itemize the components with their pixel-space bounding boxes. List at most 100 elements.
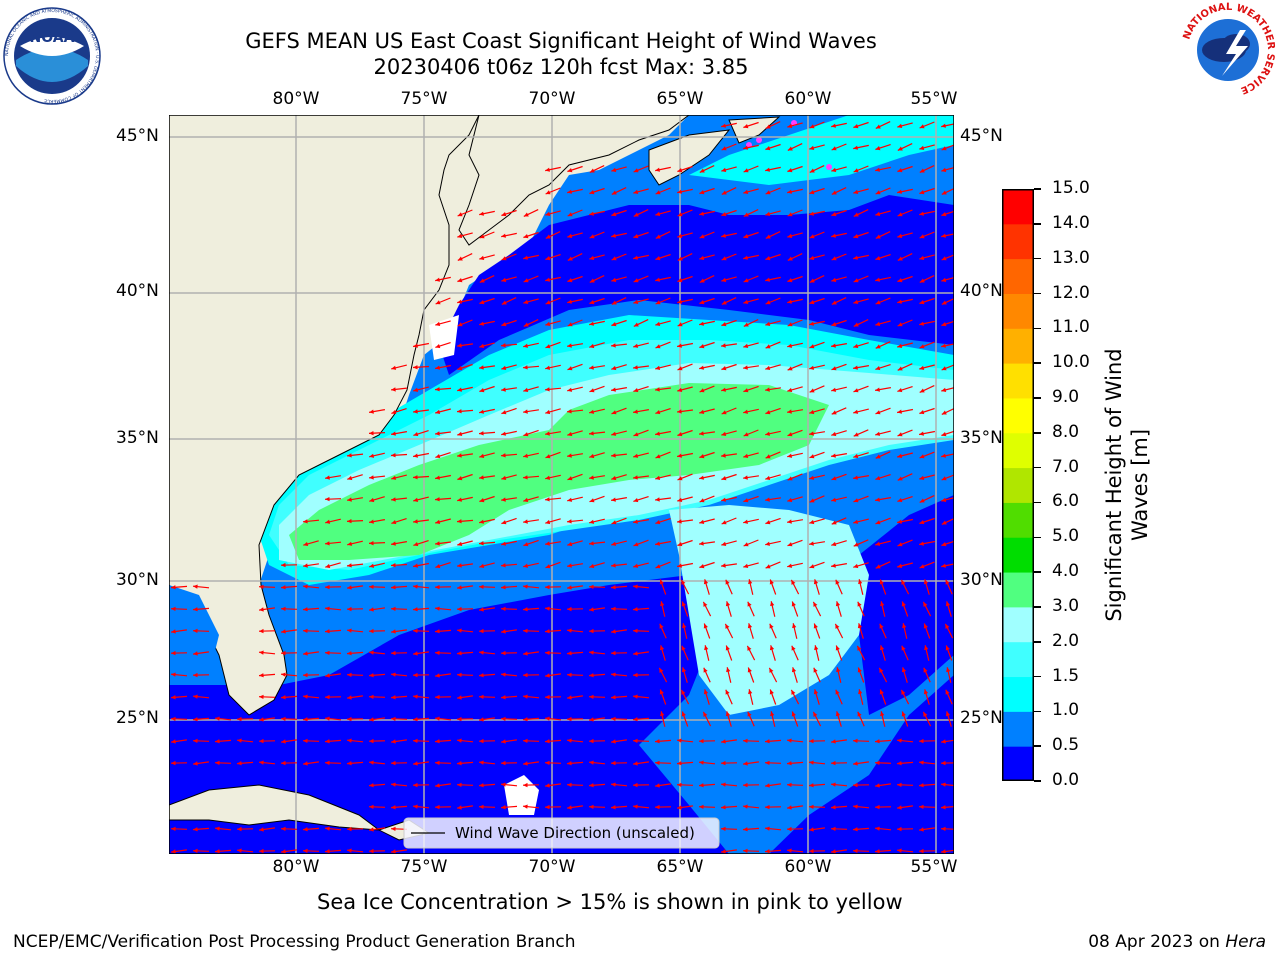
colorbar-tick-mark — [1034, 675, 1041, 678]
wave-arrow-head — [457, 782, 462, 787]
wave-arrow-head — [611, 716, 616, 721]
wave-arrow-head — [655, 454, 661, 459]
wave-arrow-head — [919, 431, 924, 436]
colorbar-tick-mark — [1034, 780, 1041, 782]
lat-label-left-40n: 40°N — [116, 281, 159, 301]
wave-arrow-head — [589, 453, 595, 459]
wave-arrow-head — [787, 343, 793, 348]
colorbar-tick-mark — [1034, 501, 1041, 504]
wave-arrow-head — [479, 804, 484, 809]
wave-arrow-head — [457, 651, 462, 656]
wave-arrow-head — [941, 760, 946, 766]
wave-arrow-head — [787, 123, 793, 128]
wave-arrow-head — [259, 848, 264, 854]
wave-arrow-head — [721, 233, 726, 238]
colorbar-segment — [1002, 293, 1034, 329]
wave-arrow-head — [545, 234, 551, 239]
wave-arrow-head — [413, 761, 418, 766]
wave-arrow-head — [325, 673, 330, 678]
wave-arrow-head — [589, 783, 594, 788]
wave-arrow-head — [523, 299, 529, 304]
wave-arrow-head — [479, 563, 485, 568]
wave-arrow-head — [677, 738, 682, 743]
wave-arrow-head — [721, 431, 727, 436]
wave-arrow-head — [857, 711, 862, 717]
wave-arrow-head — [501, 739, 506, 744]
wave-arrow-head — [347, 716, 352, 722]
wave-arrow-head — [523, 519, 528, 524]
wave-arrow-head — [941, 782, 946, 787]
colorbar-tick-mark — [1034, 571, 1041, 573]
wave-direction-arrows — [170, 121, 954, 854]
wave-arrow-head — [655, 365, 661, 370]
wave-arrow-head — [457, 761, 462, 766]
wave-arrow-head — [325, 563, 331, 569]
colorbar-tick-mark — [1034, 606, 1041, 608]
wave-arrow-head — [831, 541, 837, 547]
wave-arrow-head — [347, 761, 352, 766]
wave-arrow-head — [787, 453, 793, 458]
wave-arrow-head — [171, 695, 176, 700]
wave-arrow-head — [633, 212, 639, 217]
wave-arrow-head — [677, 366, 683, 371]
wave-arrow-head — [369, 431, 374, 436]
wave-arrow-head — [457, 409, 462, 414]
wave-arrow-head — [589, 234, 595, 239]
wave-arrow-head — [945, 689, 950, 695]
lat-label-right-25n: 25°N — [960, 708, 1003, 728]
lon-label-top-80w: 80°W — [272, 89, 320, 109]
wave-arrow-head — [545, 606, 550, 611]
colorbar-tick-label: 9.0 — [1052, 386, 1080, 407]
wave-arrow-head — [193, 584, 198, 589]
wave-arrow-head — [655, 277, 660, 282]
colorbar-tick-mark — [1034, 188, 1041, 190]
wave-arrow-head — [633, 168, 639, 173]
wave-arrow-head — [567, 431, 573, 437]
colorbar-tick-mark — [1034, 466, 1041, 469]
wave-arrow-head — [589, 541, 594, 546]
wave-arrow-head — [681, 601, 686, 607]
wave-arrow-head — [809, 541, 814, 546]
wave-arrow-head — [171, 672, 176, 677]
wave-arrow-head — [479, 607, 484, 612]
wave-arrow-head — [743, 388, 749, 393]
wave-arrow-head — [919, 454, 925, 459]
wave-arrow-head — [457, 519, 462, 524]
wave-arrow-head — [391, 453, 396, 458]
wave-arrow-head — [457, 695, 462, 700]
wave-arrow-head — [901, 645, 906, 651]
wave-arrow-head — [457, 212, 463, 217]
wave-arrow-head — [633, 584, 638, 589]
wave-arrow-head — [897, 168, 903, 173]
wave-arrow-head — [721, 343, 726, 348]
wave-arrow-head — [545, 256, 551, 261]
wave-arrow-head — [721, 849, 726, 854]
wave-arrow-head — [743, 782, 748, 788]
wave-arrow-head — [171, 606, 176, 611]
wave-arrow-head — [589, 409, 595, 414]
wave-arrow-head — [589, 738, 594, 744]
wave-arrow-head — [435, 783, 440, 788]
wave-arrow-head — [391, 650, 396, 656]
wave-arrow-head — [721, 563, 726, 568]
wave-arrow-head — [347, 695, 352, 700]
wave-arrow-head — [633, 299, 639, 304]
wave-arrow-head — [787, 563, 793, 568]
wave-arrow-head — [901, 667, 907, 673]
wave-arrow-head — [699, 564, 705, 569]
wave-arrow-head — [545, 211, 551, 216]
wave-arrow-head — [369, 475, 374, 480]
wave-arrow-head — [875, 366, 881, 371]
colorbar-segment — [1002, 223, 1034, 260]
wave-arrow-head — [567, 716, 572, 722]
wave-arrow-head — [523, 672, 528, 678]
wave-arrow-head — [501, 343, 506, 348]
wave-arrow-head — [655, 564, 661, 569]
wave-arrow-head — [809, 234, 815, 239]
wave-arrow-head — [193, 761, 198, 766]
wave-arrow-head — [725, 689, 730, 695]
wave-arrow-head — [853, 542, 859, 547]
wave-arrow-head — [835, 601, 841, 607]
wave-arrow-head — [435, 650, 440, 655]
wave-arrow-head — [435, 365, 440, 370]
